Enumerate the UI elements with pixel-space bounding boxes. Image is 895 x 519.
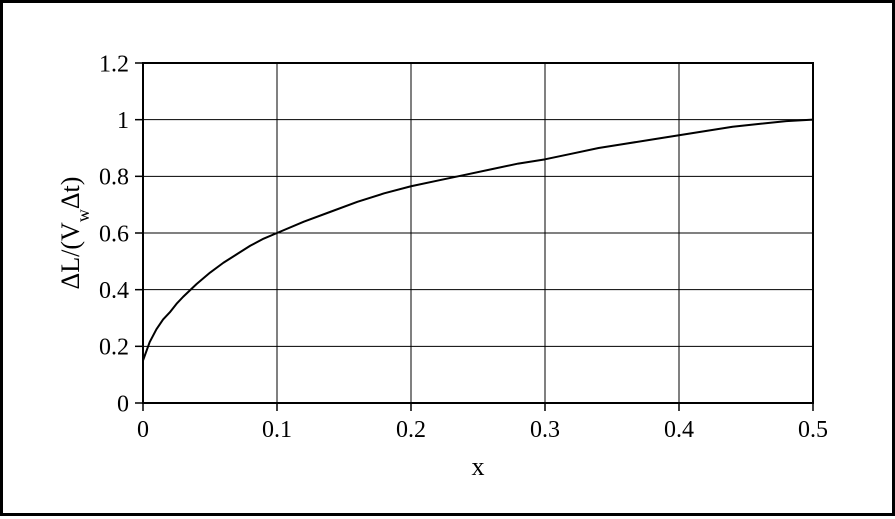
y-tick-label: 0.2 bbox=[99, 335, 129, 361]
y-tick-label: 1 bbox=[117, 108, 129, 134]
chart-outer-frame: 0 0.1 0.2 0.3 0.4 0.5 0 0.2 0.4 0.6 0.8 1 1.2 x ΔL/(Vw… bbox=[0, 0, 895, 516]
x-tick-label: 0.3 bbox=[530, 417, 560, 443]
x-tick-label: 0.4 bbox=[664, 417, 694, 443]
y-tick-label: 0.6 bbox=[99, 221, 129, 247]
y-tick-label: 0.8 bbox=[99, 165, 129, 191]
x-tick-label: 0.1 bbox=[262, 417, 292, 443]
x-tick-label: 0.2 bbox=[396, 417, 426, 443]
chart-svg: 0 0.1 0.2 0.3 0.4 0.5 0 0.2 0.4 0.6 0.8 1 1.2 x ΔL/(Vw… bbox=[3, 3, 895, 519]
y-tick-label: 0 bbox=[117, 391, 129, 417]
x-tick-label: 0 bbox=[137, 417, 149, 443]
x-axis-title: x bbox=[472, 452, 485, 481]
y-axis-title: ΔL/(VwΔt) bbox=[56, 177, 93, 290]
chart-container: 0 0.1 0.2 0.3 0.4 0.5 0 0.2 0.4 0.6 0.8 1 1.2 x ΔL/(Vw… bbox=[3, 3, 892, 513]
x-tick-label: 0.5 bbox=[798, 417, 828, 443]
y-tick-label: 0.4 bbox=[99, 278, 129, 304]
y-tick-label: 1.2 bbox=[99, 51, 129, 77]
